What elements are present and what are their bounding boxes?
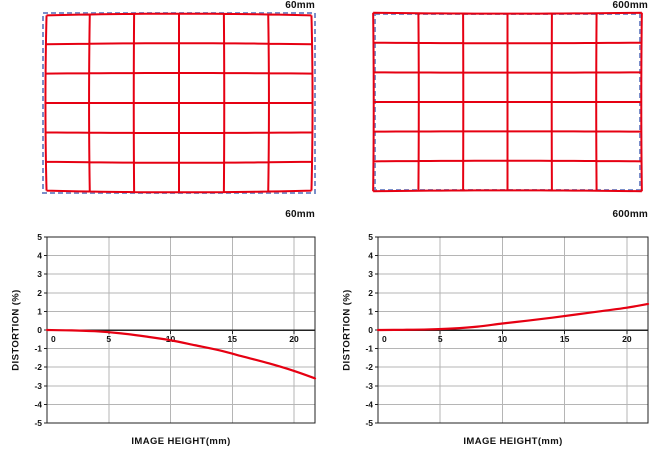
x-tick-label: 15 xyxy=(560,334,570,344)
y-tick-label: -3 xyxy=(365,381,373,391)
y-tick-label: 1 xyxy=(37,306,42,316)
x-tick-label: 5 xyxy=(438,334,443,344)
y-tick-label: -4 xyxy=(34,399,42,409)
y-tick-label: -5 xyxy=(34,418,42,428)
distortion-curve xyxy=(45,328,317,380)
chart-title-600mm: 600mm xyxy=(612,209,648,220)
y-tick-label: 0 xyxy=(368,325,373,335)
y-tick-label: -2 xyxy=(34,362,42,372)
x-tick-label: 10 xyxy=(166,334,176,344)
x-axis-label-left: IMAGE HEIGHT(mm) xyxy=(131,436,231,447)
y-tick-label: 4 xyxy=(37,251,42,261)
x-tick-label: 0 xyxy=(382,334,387,344)
y-tick-label: 2 xyxy=(368,288,373,298)
distorted-grid-lines xyxy=(44,12,314,194)
y-tick-label: 3 xyxy=(368,269,373,279)
distortion-curve xyxy=(376,302,650,332)
y-tick-label: 0 xyxy=(37,325,42,335)
chart-title-60mm: 60mm xyxy=(285,209,315,220)
distorted-grid-lines xyxy=(372,11,643,193)
y-tick-label: 5 xyxy=(37,232,42,242)
y-tick-label: -1 xyxy=(34,344,42,354)
y-tick-label: 5 xyxy=(368,232,373,242)
distortion-grid-600mm xyxy=(372,11,643,193)
y-tick-label: -1 xyxy=(365,344,373,354)
y-tick-label: -3 xyxy=(34,381,42,391)
y-tick-label: 2 xyxy=(37,288,42,298)
grid-title-600mm: 600mm xyxy=(612,0,648,11)
grid-title-60mm: 60mm xyxy=(285,0,315,11)
distortion-grid-60mm xyxy=(42,12,316,194)
y-axis-label-left: DISTORTION (%) xyxy=(10,289,22,371)
y-tick-label: 4 xyxy=(368,251,373,261)
y-axis-label-right: DISTORTION (%) xyxy=(341,289,353,371)
x-axis-label-right: IMAGE HEIGHT(mm) xyxy=(463,436,563,447)
y-tick-label: -5 xyxy=(365,418,373,428)
y-tick-label: -2 xyxy=(365,362,373,372)
y-tick-label: -4 xyxy=(365,399,373,409)
x-tick-label: 20 xyxy=(289,334,299,344)
x-tick-label: 5 xyxy=(106,334,111,344)
x-tick-label: 0 xyxy=(51,334,56,344)
x-tick-label: 15 xyxy=(228,334,238,344)
x-tick-label: 20 xyxy=(622,334,632,344)
y-tick-label: 3 xyxy=(37,269,42,279)
y-tick-label: 1 xyxy=(368,306,373,316)
x-tick-label: 10 xyxy=(498,334,508,344)
